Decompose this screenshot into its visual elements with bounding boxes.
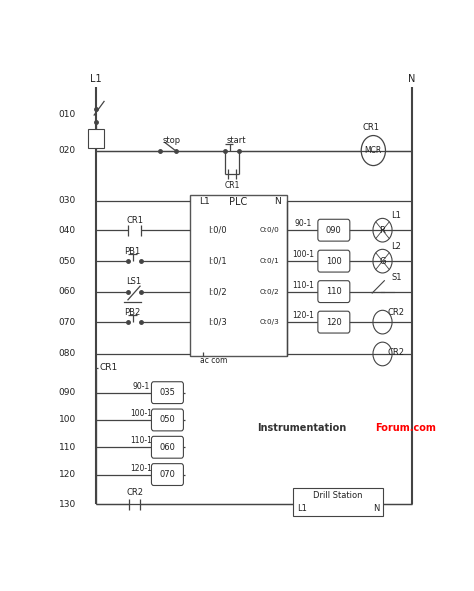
FancyBboxPatch shape [318, 250, 350, 272]
Text: CR1: CR1 [224, 181, 239, 190]
Text: 070: 070 [159, 470, 175, 479]
Text: N: N [408, 74, 416, 84]
FancyBboxPatch shape [152, 409, 183, 431]
Text: I:0/0: I:0/0 [208, 226, 227, 235]
Bar [88, 129, 104, 148]
Text: 100: 100 [58, 415, 76, 424]
Bar [190, 195, 287, 356]
Text: 110: 110 [58, 443, 76, 452]
Text: I:0/2: I:0/2 [208, 287, 227, 296]
Text: L1: L1 [90, 74, 102, 84]
Text: ac com: ac com [200, 356, 227, 365]
FancyBboxPatch shape [318, 219, 350, 241]
Text: 050: 050 [58, 256, 76, 265]
Text: CR1: CR1 [100, 363, 118, 372]
Text: LS1: LS1 [126, 277, 141, 286]
Text: S1: S1 [391, 272, 402, 281]
Text: O:0/3: O:0/3 [259, 319, 279, 325]
Text: CR1: CR1 [126, 216, 143, 225]
Text: 070: 070 [58, 317, 76, 327]
Text: 110-1: 110-1 [130, 436, 152, 446]
Text: 090: 090 [326, 226, 342, 235]
Text: L1: L1 [297, 505, 307, 514]
Text: 050: 050 [159, 415, 175, 424]
Text: 120: 120 [326, 317, 342, 327]
Text: 060: 060 [58, 287, 76, 296]
Text: 030: 030 [58, 196, 76, 205]
FancyBboxPatch shape [152, 464, 183, 485]
FancyBboxPatch shape [152, 382, 183, 404]
Text: 120: 120 [59, 470, 76, 479]
Text: 100-1: 100-1 [130, 409, 152, 418]
Text: N: N [274, 197, 281, 206]
FancyBboxPatch shape [152, 436, 183, 458]
Text: G: G [379, 256, 386, 265]
Text: L1: L1 [199, 197, 210, 206]
Text: Instrumentation: Instrumentation [258, 423, 347, 433]
Text: 120-1: 120-1 [292, 311, 314, 320]
Text: CR2: CR2 [388, 348, 405, 356]
Text: 130: 130 [58, 499, 76, 509]
Text: L1: L1 [392, 211, 401, 220]
Text: 020: 020 [59, 146, 76, 155]
Text: PLC: PLC [229, 197, 247, 207]
Text: MCR: MCR [365, 146, 382, 155]
Text: 90-1: 90-1 [295, 219, 312, 228]
Text: Forum.com: Forum.com [375, 423, 436, 433]
Text: 080: 080 [58, 349, 76, 359]
Text: R: R [380, 226, 385, 235]
Text: CR1: CR1 [363, 124, 380, 132]
Text: 100-1: 100-1 [292, 250, 315, 259]
Text: 120-1: 120-1 [130, 464, 152, 473]
FancyBboxPatch shape [318, 311, 350, 333]
Text: PB1: PB1 [125, 246, 141, 256]
Text: stop: stop [162, 136, 180, 145]
Bar [292, 488, 383, 516]
Text: start: start [227, 136, 246, 145]
FancyBboxPatch shape [318, 281, 350, 303]
Text: Drill Station: Drill Station [313, 491, 362, 500]
Text: I:0/3: I:0/3 [208, 317, 227, 327]
Text: 010: 010 [58, 110, 76, 119]
Text: 110-1: 110-1 [292, 281, 314, 290]
Text: 035: 035 [159, 388, 175, 397]
Text: I:0/1: I:0/1 [208, 256, 227, 265]
Text: 060: 060 [159, 443, 175, 452]
Text: 110: 110 [326, 287, 342, 296]
Text: 90-1: 90-1 [132, 382, 149, 391]
Text: O:0/1: O:0/1 [259, 258, 279, 264]
Text: CR2: CR2 [388, 307, 405, 317]
Text: CR2: CR2 [126, 488, 143, 497]
Text: N: N [373, 505, 379, 514]
Text: 040: 040 [59, 226, 76, 235]
Text: 100: 100 [326, 256, 342, 265]
Text: 090: 090 [58, 388, 76, 397]
Text: PB2: PB2 [125, 307, 141, 317]
Text: O:0/2: O:0/2 [259, 288, 279, 295]
Text: L2: L2 [392, 242, 401, 251]
Text: O:0/0: O:0/0 [259, 227, 279, 233]
